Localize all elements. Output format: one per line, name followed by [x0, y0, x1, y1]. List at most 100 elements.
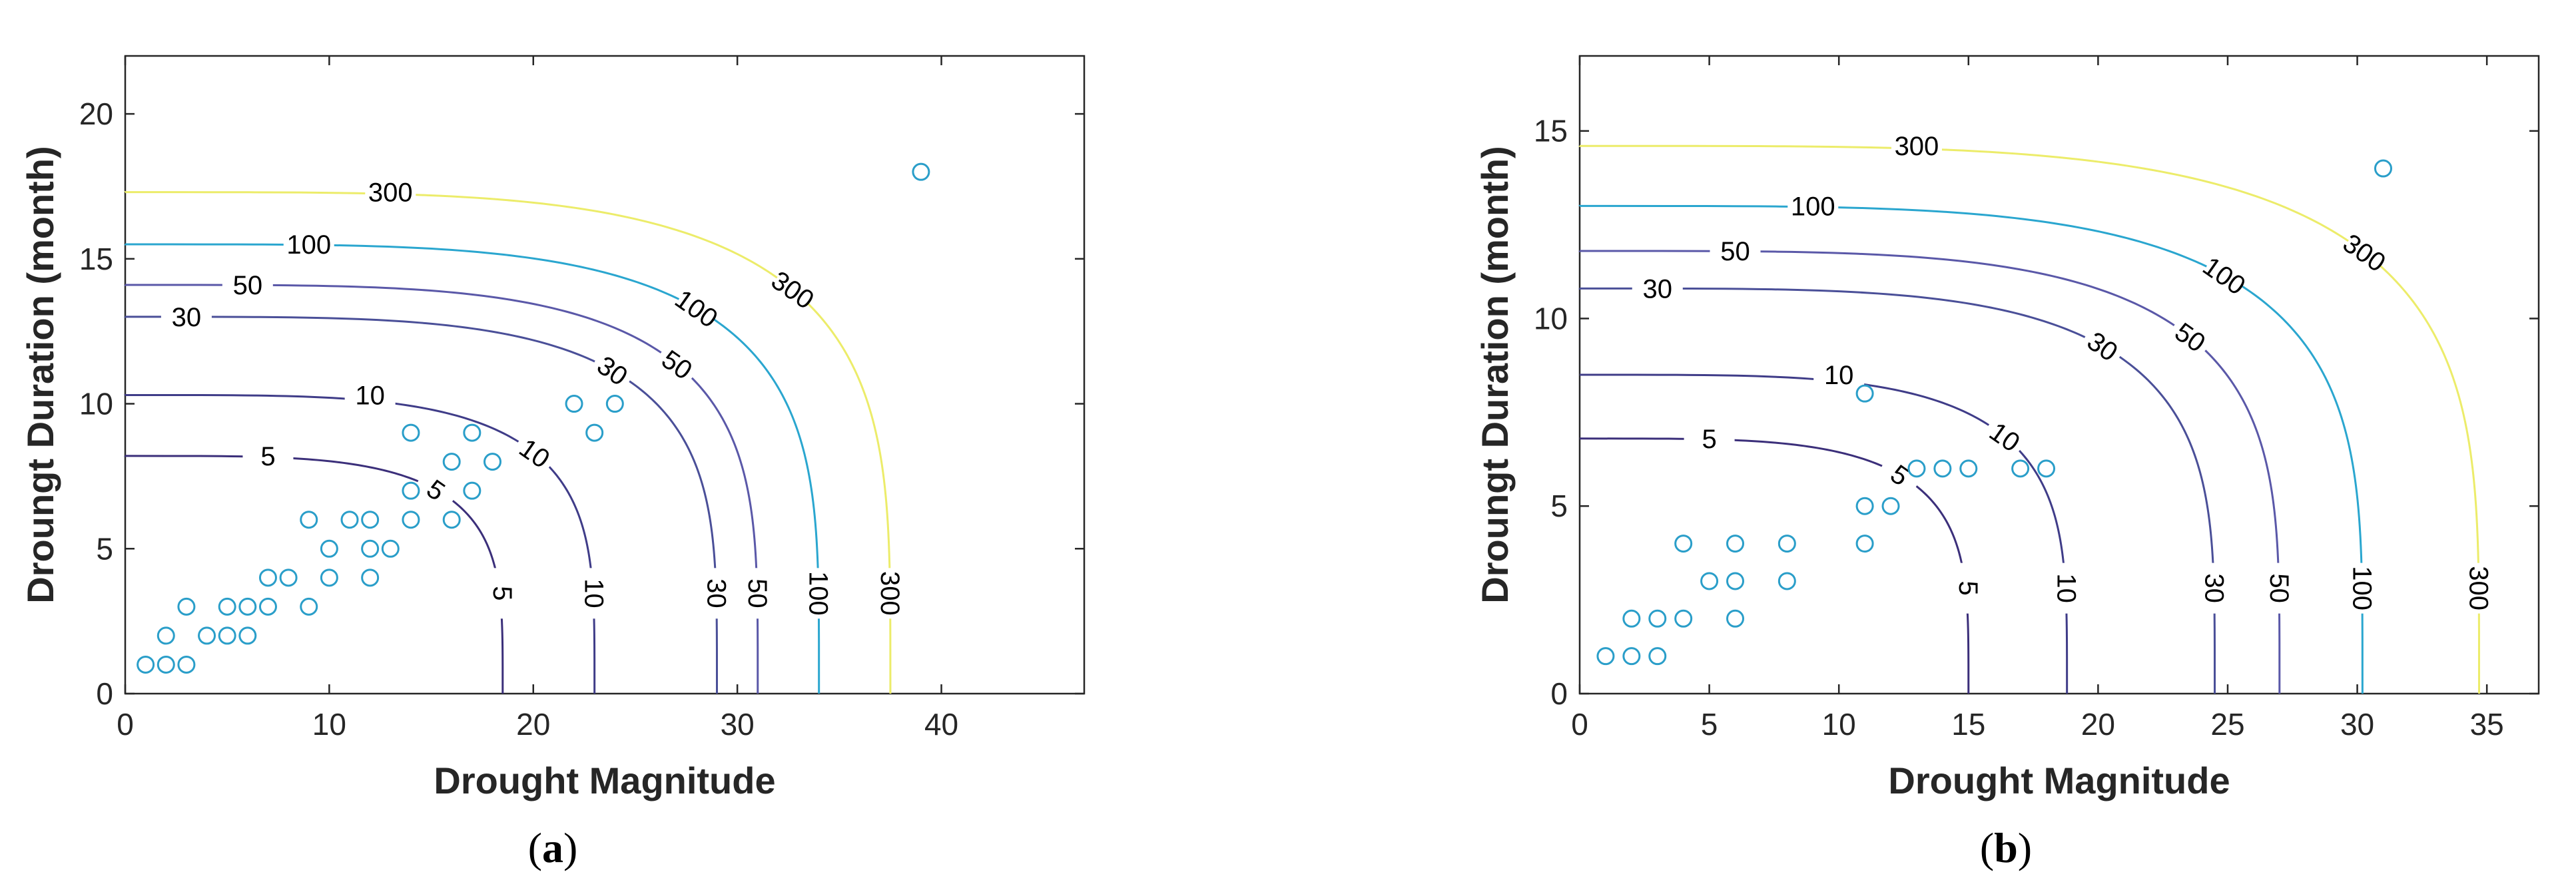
contour-label-5: 5 — [260, 442, 275, 471]
data-point — [605, 395, 624, 413]
contour-label-300: 300 — [368, 178, 413, 208]
contour-label-bg — [222, 270, 273, 300]
y-tick-label: 5 — [1550, 489, 1568, 523]
contour-label-30: 30 — [2200, 573, 2229, 603]
contour-label-5: 5 — [1953, 581, 1983, 596]
panel-b: 0 5 10 15 20 25 30 35 0 5 10 15 Drought Magnitude Dro… — [1474, 55, 2540, 801]
contour-label-bg — [1891, 131, 1942, 161]
contour-label-30: 30 — [172, 303, 202, 332]
x-tick-label: 15 — [1951, 707, 1985, 742]
caption-b: (b) — [1980, 824, 2032, 871]
contour-label-bg — [702, 568, 732, 619]
contour-label-bg — [161, 302, 212, 332]
contour-label-bg — [2204, 256, 2244, 296]
contour-label-50: 50 — [233, 271, 263, 300]
data-point — [1855, 384, 1874, 403]
contour-line-300 — [1578, 144, 2480, 694]
data-point — [177, 597, 196, 616]
data-point — [912, 162, 930, 181]
x-tick-label: 5 — [1701, 707, 1718, 742]
contour-label-bg — [1813, 360, 1865, 389]
data-point — [585, 423, 604, 442]
contour-label-50: 50 — [1720, 237, 1750, 266]
contour-label-bg — [1710, 236, 1761, 266]
contour-label-bg — [2170, 317, 2210, 357]
x-tick-label: 0 — [1571, 707, 1588, 742]
contour-label-10: 10 — [355, 381, 385, 410]
contour-label-30: 30 — [702, 578, 731, 608]
data-point — [1700, 572, 1719, 590]
data-point — [198, 626, 216, 645]
contour-label-bg — [487, 568, 517, 619]
contour-label-bg — [2464, 562, 2494, 614]
x-axis-label: Drought Magnitude — [1888, 760, 2230, 801]
contour-label-bg — [773, 270, 813, 310]
contour-label-100: 100 — [286, 230, 331, 260]
contour-label-bg — [365, 177, 416, 207]
data-point — [1674, 535, 1693, 553]
y-tick-label: 0 — [96, 676, 113, 711]
data-point — [340, 511, 359, 529]
data-point — [361, 568, 380, 587]
data-point — [1855, 535, 1874, 553]
data-point — [1596, 647, 1615, 666]
data-point — [1674, 609, 1693, 628]
contour-label-bg — [2264, 562, 2294, 614]
y-tick-label: 0 — [1550, 676, 1568, 711]
contour-label-bg — [283, 230, 334, 260]
contour-label-bg — [2344, 232, 2385, 273]
contour-line-300 — [124, 191, 892, 694]
contour-label-30: 30 — [1643, 274, 1673, 304]
data-point — [1881, 497, 1900, 515]
caption-a: (a) — [528, 824, 578, 871]
data-point — [218, 626, 236, 645]
y-tick-label: 10 — [79, 387, 113, 421]
data-point — [1622, 647, 1641, 666]
contour-label-bg — [1632, 274, 1683, 304]
y-axis-label: Droungt Duration (month) — [1474, 146, 1516, 603]
data-point — [218, 597, 236, 616]
contour-label-50: 50 — [743, 578, 772, 608]
contour-label-100: 100 — [2347, 566, 2376, 610]
x-tick-label: 30 — [2340, 707, 2374, 742]
contour-label-bg — [2348, 562, 2378, 614]
contour-label-300: 300 — [875, 571, 904, 616]
y-tick-label: 20 — [79, 97, 113, 131]
data-point — [1648, 647, 1667, 666]
contour-label-300: 300 — [2463, 566, 2493, 610]
contour-line-50 — [1578, 250, 2281, 694]
contour-label-bg — [2052, 562, 2082, 614]
data-point — [463, 423, 482, 442]
data-point — [463, 481, 482, 500]
data-point — [258, 568, 277, 587]
contour-label-bg — [514, 433, 555, 473]
data-point — [442, 511, 461, 529]
contour-label-bg — [1985, 417, 2025, 457]
contour-label-10: 10 — [1824, 361, 1854, 390]
data-point — [320, 568, 338, 587]
x-tick-label: 20 — [516, 707, 550, 742]
data-point — [1726, 572, 1745, 590]
data-point — [483, 453, 501, 471]
data-point — [1777, 572, 1796, 590]
contour-label-5: 5 — [1702, 425, 1716, 454]
contour-label-bg — [676, 288, 717, 329]
data-point — [2037, 459, 2056, 478]
contour-label-bg — [592, 350, 633, 391]
contour-label-bg — [416, 469, 456, 510]
data-point — [157, 626, 175, 645]
x-tick-label: 10 — [312, 707, 346, 742]
y-tick-label: 15 — [1534, 114, 1568, 148]
contour-label-bg — [804, 568, 834, 619]
data-point — [1648, 609, 1667, 628]
panel-a: 0 10 20 30 40 0 5 10 15 20 Drought Magnitude Droung… — [19, 55, 1086, 801]
contour-label-5: 5 — [487, 586, 517, 600]
data-point — [361, 511, 380, 529]
x-tick-label: 25 — [2210, 707, 2244, 742]
y-tick-label: 10 — [1534, 301, 1568, 335]
contour-line-50 — [124, 284, 759, 694]
contour-label-100: 100 — [1791, 192, 1835, 221]
contour-label-50: 50 — [2264, 573, 2294, 603]
y-axis-label: Droungt Duration (month) — [19, 146, 61, 603]
